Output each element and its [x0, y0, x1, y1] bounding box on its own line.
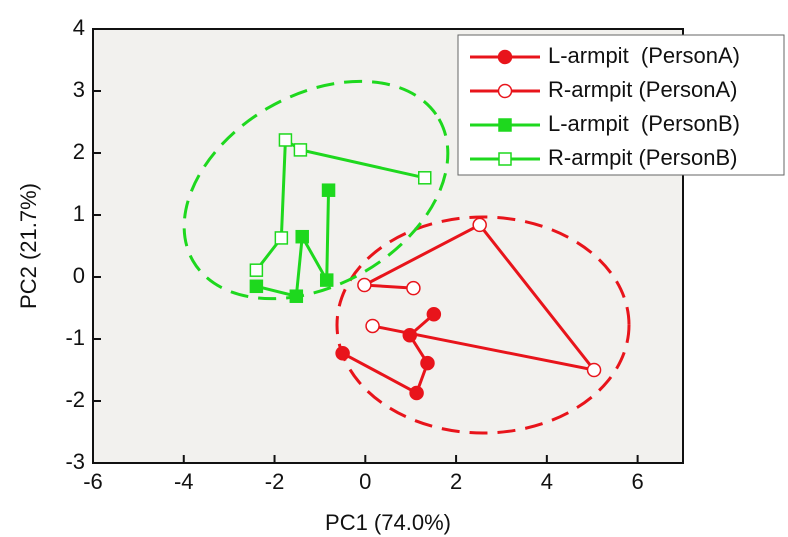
x-tick-label: 0	[359, 469, 371, 494]
confidence-ellipse	[335, 215, 631, 435]
point	[274, 231, 289, 245]
point	[295, 229, 309, 244]
point	[289, 289, 304, 303]
y-tick-label: -3	[65, 449, 85, 474]
confidence-ellipse	[182, 79, 450, 301]
legend-marker	[497, 49, 513, 65]
y-tick-label: 3	[73, 77, 85, 102]
y-tick-label: 1	[73, 201, 85, 226]
legend-label: R-armpit (PersonB)	[548, 145, 737, 170]
legend-marker	[498, 152, 512, 166]
point	[249, 263, 264, 277]
y-tick-label: -2	[65, 387, 85, 412]
point	[321, 183, 336, 197]
point	[365, 318, 380, 334]
legend-marker	[498, 118, 512, 132]
legend-marker	[497, 83, 513, 99]
x-axis-label: PC1 (74.0%)	[325, 510, 451, 535]
point	[357, 277, 372, 293]
point	[249, 279, 264, 294]
legend-label: R-armpit (PersonA)	[548, 77, 737, 102]
y-tick-label: 2	[73, 139, 85, 164]
x-tick-label: 2	[450, 469, 462, 494]
y-tick-label: -1	[65, 325, 85, 350]
point	[335, 346, 350, 361]
x-tick-label: -6	[83, 469, 103, 494]
point	[420, 355, 435, 371]
x-tick-label: 4	[541, 469, 553, 494]
legend-label: L-armpit (PersonA)	[548, 43, 740, 68]
x-tick-label: -2	[265, 469, 285, 494]
legend-label: L-armpit (PersonB)	[548, 111, 740, 136]
x-tick-label: 6	[631, 469, 643, 494]
point	[409, 385, 424, 401]
x-tick-label: -4	[174, 469, 194, 494]
point	[586, 362, 602, 378]
point	[472, 217, 487, 233]
point	[426, 306, 442, 322]
point	[293, 143, 308, 157]
y-tick-label: 4	[73, 15, 85, 40]
plot-frame	[92, 28, 684, 464]
y-axis-label: PC2 (21.7%)	[16, 183, 41, 309]
point	[278, 133, 293, 147]
y-tick-label: 0	[73, 263, 85, 288]
point	[406, 280, 421, 296]
point	[418, 171, 432, 185]
point	[319, 273, 334, 287]
